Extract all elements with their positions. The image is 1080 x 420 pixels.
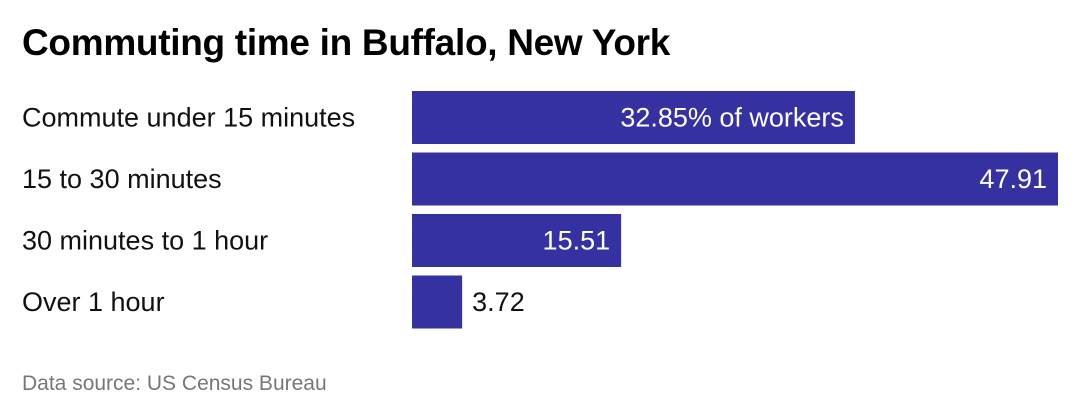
- category-label: Commute under 15 minutes: [22, 103, 355, 133]
- bar: [412, 91, 855, 144]
- category-label: 15 to 30 minutes: [22, 164, 222, 194]
- bar-value-label: 32.85% of workers: [620, 103, 844, 133]
- bar-value-label: 47.91: [979, 164, 1047, 194]
- bar: [412, 275, 463, 329]
- bar-value-label: 15.51: [543, 226, 611, 256]
- data-source-note: Data source: US Census Bureau: [22, 372, 327, 395]
- bar-chart: Commute under 15 minutes 32.85% of worker…: [22, 91, 1058, 329]
- category-label: 30 minutes to 1 hour: [22, 226, 268, 256]
- bar: [412, 152, 1058, 206]
- category-label: Over 1 hour: [22, 287, 165, 317]
- chart-title: Commuting time in Buffalo, New York: [22, 22, 671, 63]
- bar-value-label: 3.72: [472, 287, 525, 317]
- bar: [412, 214, 622, 267]
